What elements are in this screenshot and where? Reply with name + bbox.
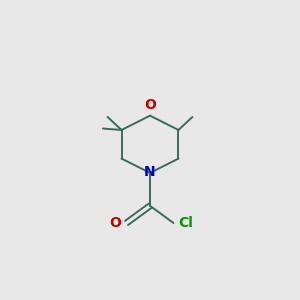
Text: Cl: Cl: [178, 216, 193, 230]
Text: O: O: [144, 98, 156, 112]
Text: O: O: [110, 216, 122, 230]
Text: N: N: [144, 165, 156, 179]
